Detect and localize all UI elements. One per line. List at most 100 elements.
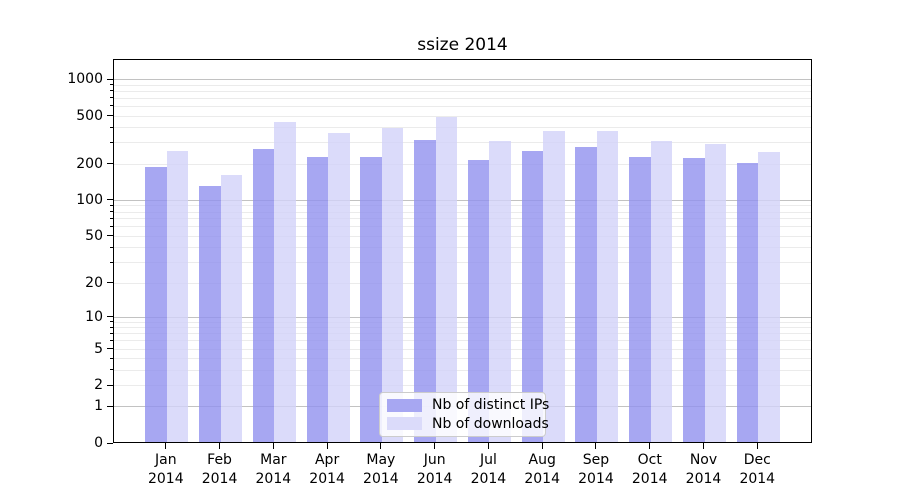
- chart-title: ssize 2014: [417, 35, 508, 55]
- y-tick-mark: [107, 163, 113, 165]
- legend-swatch-downloads: [387, 417, 422, 431]
- legend-item-distinct-ips: Nb of distinct IPs: [387, 397, 549, 413]
- y-gridline-minor: [114, 205, 811, 207]
- y-minor-tick-mark: [110, 357, 113, 359]
- y-tick-mark: [107, 316, 113, 318]
- bar-downloads: [543, 131, 565, 442]
- y-tick-mark: [107, 384, 113, 386]
- y-minor-tick-mark: [110, 97, 113, 99]
- bar-distinct-ips: [360, 157, 382, 442]
- y-minor-tick-mark: [110, 211, 113, 212]
- x-tick-label: Feb 2014: [201, 452, 238, 487]
- y-minor-tick-mark: [110, 339, 113, 341]
- bar-downloads: [274, 122, 296, 442]
- y-tick-mark: [107, 405, 113, 407]
- bar-downloads: [758, 152, 780, 442]
- y-tick-label: 2: [94, 377, 103, 394]
- legend-swatch-distinct-ips: [387, 398, 422, 412]
- y-minor-tick-mark: [110, 217, 113, 219]
- x-tick-mark: [326, 443, 328, 449]
- y-minor-tick-mark: [110, 204, 113, 206]
- x-tick-label: Nov 2014: [685, 452, 722, 487]
- x-tick-mark: [219, 443, 221, 449]
- bar-downloads: [220, 174, 243, 442]
- y-gridline-minor: [114, 142, 811, 144]
- y-tick-label: 5: [94, 340, 103, 357]
- y-gridline-major: [114, 199, 811, 201]
- x-tick-mark: [703, 443, 704, 449]
- y-gridline-minor: [114, 369, 811, 371]
- y-minor-tick-mark: [110, 332, 113, 334]
- x-tick-mark: [595, 443, 597, 449]
- y-gridline-minor: [114, 163, 811, 165]
- y-minor-tick-mark: [110, 326, 113, 328]
- x-tick-label: Oct 2014: [631, 452, 668, 487]
- y-gridline-minor: [114, 226, 811, 228]
- x-tick-label: Mar 2014: [255, 452, 292, 487]
- y-tick-mark: [107, 235, 113, 237]
- bar-downloads: [381, 128, 404, 442]
- bar-distinct-ips: [575, 146, 597, 442]
- bar-distinct-ips: [252, 149, 275, 442]
- y-tick-label: 500: [76, 107, 103, 124]
- bar-downloads: [328, 133, 350, 442]
- y-gridline-minor: [114, 348, 811, 350]
- y-tick-label: 200: [76, 155, 103, 172]
- bar-downloads: [650, 141, 673, 442]
- y-tick-mark: [107, 199, 113, 201]
- y-tick-mark: [107, 442, 113, 444]
- y-gridline-minor: [114, 262, 811, 264]
- x-tick-mark: [165, 443, 167, 449]
- x-tick-mark: [756, 443, 758, 449]
- bar-downloads: [166, 150, 189, 442]
- y-minor-tick-mark: [110, 90, 113, 92]
- y-gridline-minor: [114, 115, 811, 117]
- x-tick-mark: [380, 443, 382, 449]
- y-minor-tick-mark: [110, 84, 113, 86]
- y-gridline-minor: [114, 340, 811, 342]
- bar-downloads: [435, 117, 458, 442]
- y-tick-label: 1: [94, 398, 103, 415]
- y-gridline-major: [114, 79, 811, 81]
- bar-distinct-ips: [467, 159, 490, 442]
- x-tick-label: Jan 2014: [147, 452, 184, 487]
- x-tick-label: May 2014: [363, 452, 399, 487]
- x-tick-mark: [541, 443, 543, 449]
- y-minor-tick-mark: [110, 126, 113, 128]
- y-tick-mark: [107, 348, 113, 350]
- y-gridline-major: [114, 316, 811, 318]
- x-tick-label: Jul 2014: [470, 452, 507, 487]
- y-gridline-minor: [114, 90, 811, 92]
- y-tick-label: 100: [76, 191, 103, 208]
- y-minor-tick-mark: [110, 105, 113, 107]
- y-minor-tick-mark: [110, 141, 113, 143]
- bar-downloads: [596, 131, 619, 442]
- y-minor-tick-mark: [110, 246, 113, 248]
- y-gridline-minor: [114, 327, 811, 329]
- y-gridline-minor: [114, 84, 811, 86]
- y-tick-mark: [107, 78, 113, 80]
- y-gridline-minor: [114, 247, 811, 249]
- y-gridline-minor: [114, 97, 811, 99]
- y-gridline-minor: [114, 385, 811, 387]
- bar-distinct-ips: [306, 157, 329, 442]
- y-gridline-minor: [114, 358, 811, 360]
- bar-distinct-ips: [629, 157, 651, 442]
- y-minor-tick-mark: [110, 261, 113, 263]
- y-tick-mark: [107, 282, 113, 284]
- y-minor-tick-mark: [110, 369, 113, 371]
- x-tick-label: Aug 2014: [524, 452, 560, 487]
- legend: Nb of distinct IPs Nb of downloads: [379, 392, 549, 437]
- bar-distinct-ips: [414, 140, 436, 442]
- bar-distinct-ips: [521, 151, 544, 442]
- y-minor-tick-mark: [110, 321, 113, 323]
- legend-label-downloads: Nb of downloads: [432, 415, 549, 432]
- legend-item-downloads: Nb of downloads: [387, 416, 549, 432]
- bar-distinct-ips: [683, 157, 705, 442]
- x-tick-mark: [487, 443, 489, 449]
- y-gridline-minor: [114, 218, 811, 220]
- bar-distinct-ips: [145, 166, 167, 442]
- y-tick-label: 0: [94, 435, 103, 451]
- y-gridline-minor: [114, 282, 811, 284]
